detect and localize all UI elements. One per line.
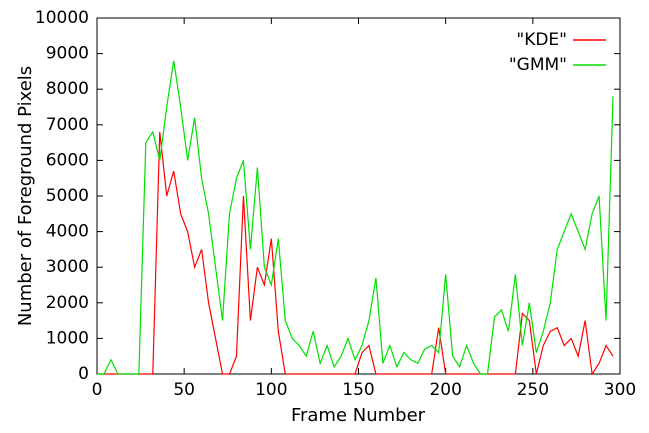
- x-axis-label: Frame Number: [291, 405, 426, 426]
- y-tick-label: 6000: [46, 150, 89, 170]
- x-tick-label: 0: [92, 380, 103, 400]
- legend-label: "GMM": [509, 55, 567, 75]
- y-tick-label: 4000: [46, 222, 89, 242]
- x-tick-label: 150: [342, 380, 374, 400]
- x-tick-label: 50: [173, 380, 195, 400]
- y-axis-label: Number of Foreground Pixels: [15, 66, 36, 326]
- y-tick-label: 0: [78, 364, 89, 384]
- x-tick-label: 300: [604, 380, 636, 400]
- y-tick-label: 9000: [46, 44, 89, 64]
- y-tick-label: 1000: [46, 328, 89, 348]
- y-tick-label: 5000: [46, 186, 89, 206]
- legend-label: "KDE": [516, 30, 567, 50]
- x-tick-label: 200: [429, 380, 461, 400]
- x-tick-label: 100: [255, 380, 287, 400]
- y-tick-label: 2000: [46, 293, 89, 313]
- data-line: [97, 131, 614, 376]
- y-tick-label: 8000: [46, 79, 89, 99]
- y-tick-label: 7000: [46, 115, 89, 135]
- x-tick-label: 250: [517, 380, 549, 400]
- data-line: [97, 60, 614, 375]
- y-tick-label: 3000: [46, 257, 89, 277]
- y-tick-label: 10000: [35, 8, 89, 28]
